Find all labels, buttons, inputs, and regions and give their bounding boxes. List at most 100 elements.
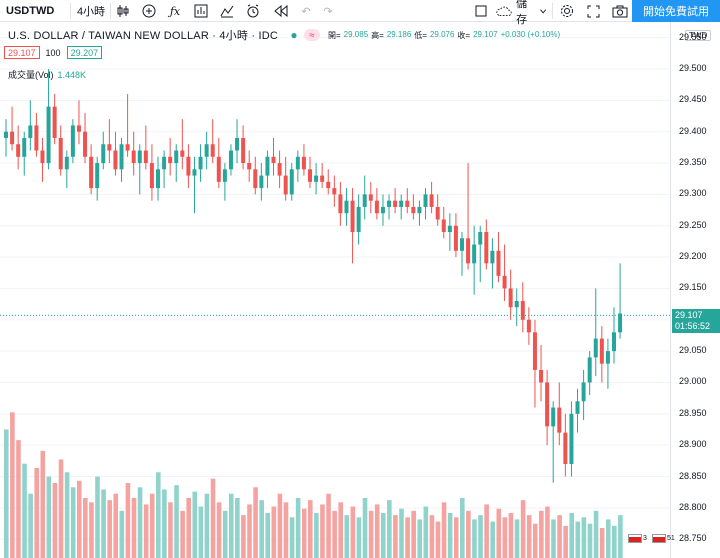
volume-bar: [447, 513, 453, 558]
candle-body: [526, 319, 531, 333]
candle-body: [265, 156, 270, 176]
candle: [34, 112, 39, 157]
bid-value[interactable]: 29.107: [4, 46, 40, 59]
currency-label[interactable]: TWD: [685, 30, 712, 41]
volume-bar: [496, 508, 502, 558]
volume-bar: [599, 528, 605, 558]
candle-body: [405, 200, 410, 207]
volume-bar: [514, 519, 520, 558]
candle-body: [490, 250, 495, 264]
flag-icon: [628, 534, 642, 543]
symbol-label: USDTWD: [6, 5, 55, 17]
volume-bar: [466, 510, 471, 558]
volume-bar: [405, 517, 410, 558]
candle-body: [64, 156, 69, 170]
add-compare-icon[interactable]: [140, 0, 158, 22]
templates-icon[interactable]: [192, 0, 210, 22]
volume-bar: [28, 493, 33, 558]
candle-body: [119, 144, 124, 170]
fullscreen-toggle-icon[interactable]: [472, 0, 490, 22]
candle: [301, 144, 306, 176]
volume-bar: [399, 508, 404, 558]
candle: [107, 119, 112, 164]
candle: [557, 382, 562, 446]
axis-tick-label: 29.350: [679, 157, 707, 168]
candle-body: [356, 206, 361, 233]
candle: [514, 288, 519, 327]
indicators-icon[interactable]: ƒx: [169, 4, 181, 18]
gear-icon[interactable]: [558, 0, 576, 22]
volume-bar: [119, 510, 125, 558]
candle: [332, 175, 337, 207]
volume-bar: [168, 502, 173, 558]
candle-body: [180, 150, 185, 157]
volume-bar: [423, 506, 429, 558]
volume-bar: [10, 412, 15, 558]
camera-icon[interactable]: [610, 0, 630, 22]
axis-tick-label: 29.050: [679, 345, 707, 356]
interval-button[interactable]: 4小時: [76, 0, 106, 22]
candle: [496, 232, 501, 283]
volume-bar: [228, 493, 234, 558]
candle-body: [411, 206, 416, 214]
candle: [22, 131, 27, 176]
candle-body: [198, 156, 203, 170]
compare-icon[interactable]: [218, 0, 236, 22]
candle-body: [380, 206, 385, 214]
symbol-button[interactable]: USDTWD: [6, 0, 54, 22]
volume-bar: [320, 504, 325, 558]
volume-bar: [174, 485, 179, 558]
candle: [350, 188, 355, 264]
candle-body: [484, 232, 489, 264]
redo-icon[interactable]: ↷: [323, 5, 333, 18]
price-axis[interactable]: TWD 29.550 29.500 29.450 29.400 29.350 29.300…: [670, 22, 720, 558]
candle-body: [539, 369, 544, 383]
volume-bar: [502, 517, 508, 558]
candle: [526, 307, 531, 345]
start-free-trial-button[interactable]: 開始免費試用: [632, 0, 720, 22]
event-flag-a[interactable]: 3: [628, 534, 647, 543]
volume-bar: [46, 476, 52, 558]
candle: [241, 125, 246, 170]
open-label: 開=: [328, 30, 341, 40]
volume-bar: [192, 491, 198, 558]
volume-bar: [58, 459, 64, 558]
replay-icon[interactable]: [272, 0, 290, 22]
candle-style-icon[interactable]: [114, 0, 132, 22]
save-button[interactable]: 儲存: [496, 0, 546, 26]
candle: [265, 150, 270, 189]
event-flag-b[interactable]: 51: [652, 534, 675, 543]
candle-body: [16, 144, 21, 157]
candle: [618, 263, 623, 339]
volume-bar: [4, 429, 9, 558]
volume-bar: [380, 513, 386, 558]
volume-legend: 成交量(Vol) 1.448K: [8, 68, 86, 81]
candle: [76, 100, 81, 145]
candle-body: [338, 194, 343, 214]
expand-icon[interactable]: [584, 0, 602, 22]
volume-bar: [356, 517, 362, 558]
volume-bar: [241, 515, 246, 558]
volume-bar: [368, 510, 374, 558]
candle: [192, 156, 197, 214]
alert-clock-icon[interactable]: [244, 0, 262, 22]
candle-body: [453, 225, 458, 251]
candle-body: [295, 156, 300, 170]
axis-tick-label: 28.800: [679, 501, 707, 512]
candle: [405, 188, 410, 214]
undo-icon[interactable]: ↶: [301, 5, 311, 18]
candle: [186, 144, 191, 189]
cta-label: 開始免費試用: [643, 6, 709, 18]
candle-body: [508, 288, 513, 308]
candle-body: [156, 169, 160, 189]
volume-bar: [125, 483, 131, 558]
change-value: +0.030 (+0.10%): [500, 29, 561, 39]
ask-value[interactable]: 29.207: [66, 46, 103, 59]
price-chart[interactable]: [0, 22, 720, 558]
candle-body: [563, 432, 568, 464]
volume-bar: [569, 513, 575, 558]
volume-bar: [186, 498, 191, 558]
candle-body: [216, 156, 221, 182]
candle-body: [320, 175, 325, 182]
candle: [520, 282, 525, 333]
